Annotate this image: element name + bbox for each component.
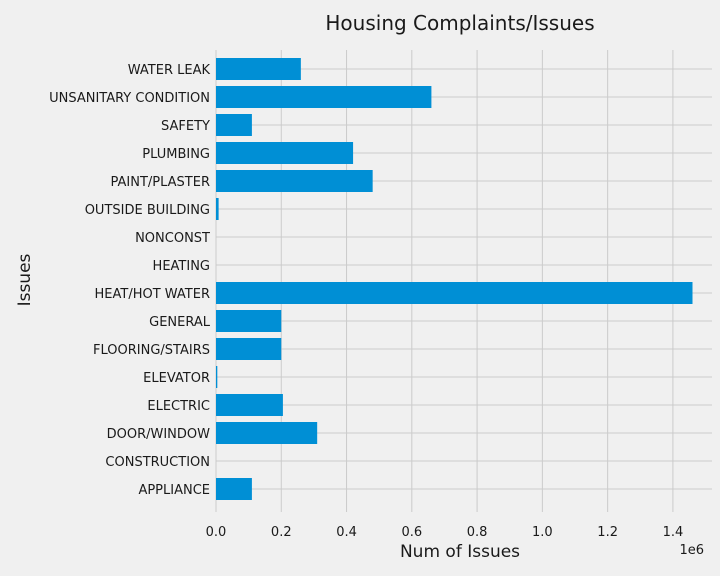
y-tick-label: UNSANITARY CONDITION: [49, 91, 210, 106]
y-tick-label: PLUMBING: [142, 147, 210, 162]
y-tick-labels: APPLIANCE CONSTRUCTION DOOR/WINDOW ELECTRIC…: [49, 63, 211, 498]
x-tick-label: 1.2: [597, 525, 618, 540]
y-tick-label: ELEVATOR: [143, 371, 210, 386]
x-scale-offset-label: 1e6: [679, 543, 704, 558]
bar: [216, 282, 693, 304]
x-tick-label: 0.2: [271, 525, 292, 540]
y-tick-label: OUTSIDE BUILDING: [85, 203, 210, 218]
x-axis-title: Num of Issues: [400, 542, 520, 562]
y-tick-label: HEAT/HOT WATER: [95, 287, 211, 302]
bar: [216, 170, 373, 192]
x-tick-label: 0.0: [206, 525, 227, 540]
grid: [215, 50, 712, 512]
bar: [216, 142, 354, 164]
y-tick-label: NONCONST: [135, 231, 210, 246]
y-tick-label: SAFETY: [161, 119, 210, 134]
y-tick-label: CONSTRUCTION: [105, 455, 210, 470]
y-tick-label: APPLIANCE: [138, 483, 210, 498]
x-tick-label: 0.6: [401, 525, 422, 540]
bar: [216, 58, 301, 80]
y-tick-label: WATER LEAK: [128, 63, 211, 78]
y-tick-label: GENERAL: [149, 315, 211, 330]
bar: [216, 338, 282, 360]
bar: [216, 86, 432, 108]
y-axis-title: Issues: [15, 253, 35, 306]
bar: [216, 478, 252, 500]
x-tick-label: 0.8: [467, 525, 488, 540]
bar: [216, 198, 219, 220]
bar: [216, 114, 252, 136]
y-tick-label: HEATING: [153, 259, 210, 274]
y-tick-label: PAINT/PLASTER: [111, 175, 211, 190]
bar: [216, 310, 282, 332]
bars: [216, 58, 693, 500]
x-tick-label: 0.4: [336, 525, 357, 540]
y-tick-label: ELECTRIC: [147, 399, 210, 414]
bar: [216, 394, 283, 416]
chart-title: Housing Complaints/Issues: [325, 11, 594, 35]
x-tick-label: 1.0: [532, 525, 553, 540]
x-tick-label: 1.4: [663, 525, 684, 540]
x-tick-labels: 0.0 0.2 0.4 0.6 0.8 1.0 1.2 1.4: [206, 525, 684, 540]
bar: [216, 422, 318, 444]
bar: [216, 366, 218, 388]
y-tick-label: FLOORING/STAIRS: [93, 343, 210, 358]
y-tick-label: DOOR/WINDOW: [107, 427, 211, 442]
